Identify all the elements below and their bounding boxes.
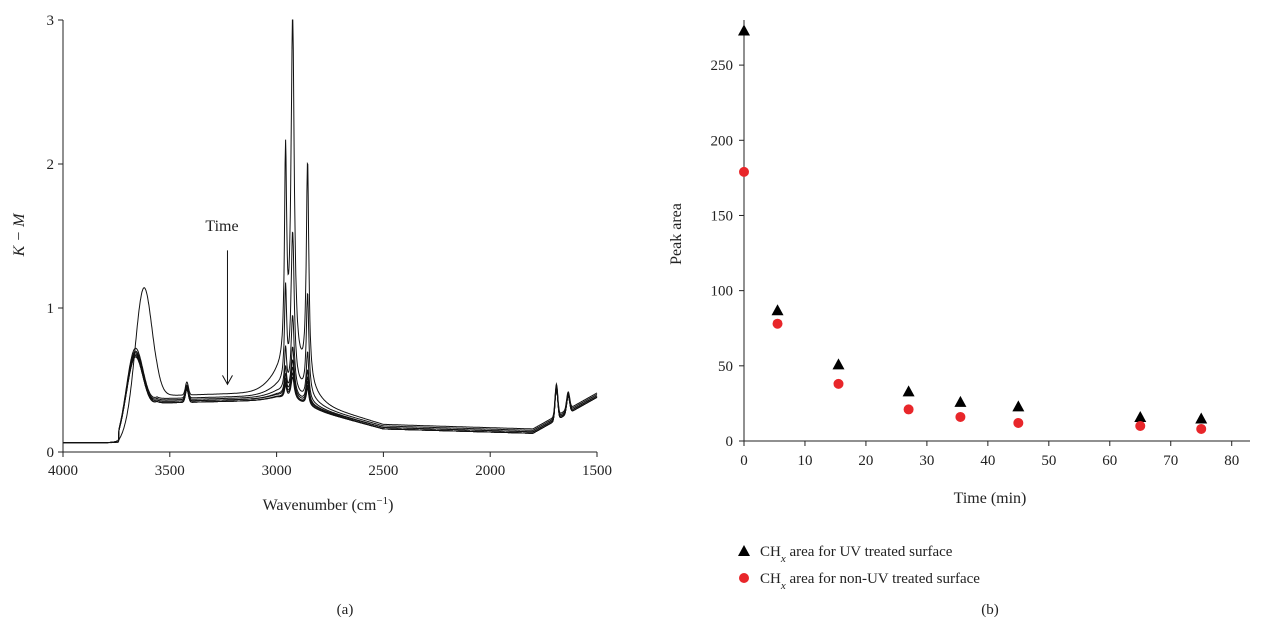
peak-area-x-tick-label: 40 — [980, 453, 995, 469]
peak-area-x-tick-label: 10 — [797, 453, 812, 469]
spectrum-x-tick-label: 2000 — [475, 463, 505, 479]
peak-area-x-tick-label: 80 — [1224, 453, 1239, 469]
peak-area-x-tick-label: 70 — [1163, 453, 1178, 469]
spectrum-x-tick-label: 3500 — [155, 463, 185, 479]
spectrum-y-tick-label: 2 — [47, 157, 55, 173]
spectrum-x-tick-label: 3000 — [262, 463, 292, 479]
uv-data-point — [954, 395, 967, 407]
non-uv-data-point — [739, 166, 749, 177]
legend-marker-triangle — [738, 545, 750, 556]
spectrum-series-2 — [63, 231, 598, 444]
uv-data-point — [1134, 410, 1147, 422]
spectrum-ticks: 4000 3500 3000 2500 2000 1500 0 1 2 3 — [47, 13, 613, 479]
peak-area-x-tick-label: 50 — [1041, 453, 1056, 469]
spectrum-x-axis-label: Wavenumber (cm−1) — [263, 495, 394, 514]
spectrum-lines — [63, 19, 598, 444]
legend-label-uv: CHx area for UV treated surface — [760, 544, 953, 565]
peak-area-y-axis-label: Peak area — [668, 203, 685, 265]
spectrum-series-1 — [63, 19, 598, 444]
peak-area-x-axis-label: Time (min) — [954, 490, 1027, 507]
peak-area-x-tick-label: 60 — [1102, 453, 1117, 469]
spectrum-series-8 — [63, 356, 598, 444]
spectrum-y-axis-label: K − M — [11, 212, 28, 257]
peak-area-x-tick-label: 30 — [919, 453, 934, 469]
spectrum-x-tick-label: 1500 — [582, 463, 612, 479]
legend: CHx area for UV treated surface CHx area… — [738, 544, 980, 592]
non-uv-data-point — [903, 404, 914, 415]
peak-area-points — [738, 24, 1208, 434]
peak-area-y-tick-label: 50 — [718, 359, 733, 375]
non-uv-data-point — [772, 318, 783, 329]
legend-marker-circle — [739, 573, 749, 583]
spectrum-series-3 — [63, 315, 598, 444]
time-annotation: Time — [205, 218, 238, 235]
spectrum-y-tick-label: 0 — [47, 445, 55, 461]
spectrum-y-tick-label: 1 — [47, 301, 55, 317]
peak-area-y-tick-label: 250 — [711, 58, 734, 74]
peak-area-y-tick-label: 100 — [711, 284, 734, 300]
non-uv-data-point — [1135, 420, 1146, 431]
peak-area-y-tick-label: 0 — [726, 434, 734, 450]
spectrum-axes — [62, 20, 597, 453]
uv-data-point — [832, 358, 845, 370]
spectrum-chart: 4000 3500 3000 2500 2000 1500 0 1 2 3 K − M Waven… — [11, 13, 612, 618]
uv-data-point — [902, 385, 915, 397]
peak-area-y-tick-label: 150 — [711, 208, 734, 224]
spectrum-x-tick-label: 4000 — [48, 463, 78, 479]
peak-area-ticks: 0 10 20 30 40 50 60 70 80 0 50 100 150 200 250 — [711, 58, 1240, 469]
peak-area-x-tick-label: 20 — [858, 453, 873, 469]
uv-data-point — [771, 304, 784, 316]
uv-data-point — [1195, 412, 1208, 424]
spectrum-y-tick-label: 3 — [47, 13, 55, 29]
peak-area-axes — [743, 20, 1250, 442]
panel-a-label: (a) — [337, 602, 354, 618]
non-uv-data-point — [955, 411, 966, 422]
time-arrow-head — [222, 375, 233, 386]
peak-area-y-tick-label: 200 — [711, 133, 734, 149]
non-uv-data-point — [1013, 417, 1024, 428]
peak-area-chart: 0 10 20 30 40 50 60 70 80 0 50 100 150 200 250 Peak ar… — [668, 20, 1250, 618]
non-uv-data-point — [1196, 423, 1207, 434]
uv-data-point — [738, 24, 750, 36]
non-uv-data-point — [833, 378, 844, 389]
spectrum-x-tick-label: 2500 — [368, 463, 398, 479]
panel-b-label: (b) — [981, 602, 999, 618]
spectrum-series-5 — [63, 353, 598, 444]
uv-data-point — [1012, 400, 1025, 412]
time-arrow — [222, 250, 233, 386]
legend-label-non-uv: CHx area for non-UV treated surface — [760, 571, 980, 592]
peak-area-x-tick-label: 0 — [740, 453, 748, 469]
